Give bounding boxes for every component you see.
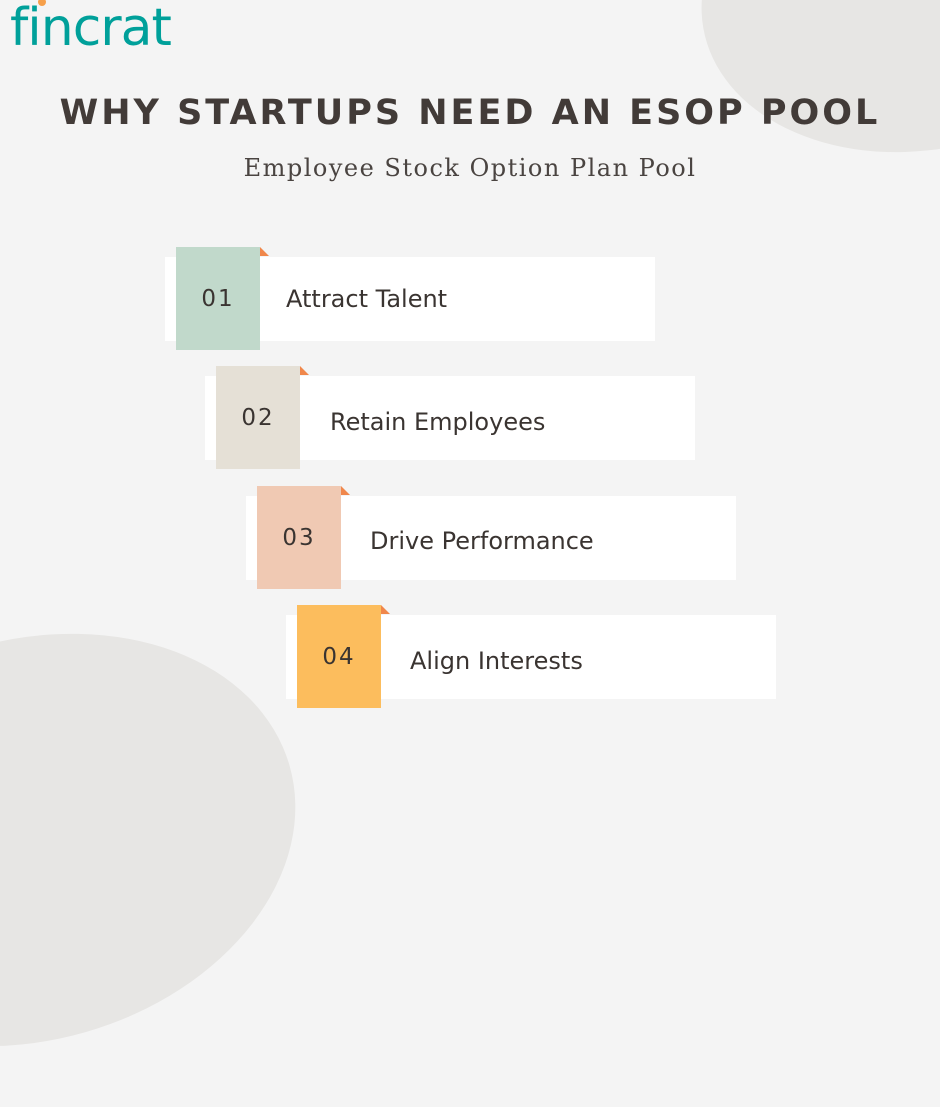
step-number-box: 04 bbox=[297, 605, 381, 708]
step-number: 04 bbox=[322, 643, 356, 670]
step-number: 01 bbox=[201, 285, 235, 312]
step-number-box: 02 bbox=[216, 366, 300, 469]
page-subtitle: Employee Stock Option Plan Pool bbox=[243, 154, 697, 182]
corner-fold-icon bbox=[260, 247, 269, 256]
step-label: Retain Employees bbox=[330, 408, 546, 436]
step-number-box: 01 bbox=[176, 247, 260, 350]
page-title: WHY STARTUPS NEED AN ESOP POOL bbox=[59, 93, 881, 133]
step-number: 03 bbox=[282, 524, 316, 551]
logo-dot-icon bbox=[38, 0, 46, 6]
corner-fold-icon bbox=[300, 366, 309, 375]
corner-fold-icon bbox=[341, 486, 350, 495]
step-number-box: 03 bbox=[257, 486, 341, 589]
logo-text: fincrat bbox=[10, 0, 172, 58]
fincrat-logo: fincrat bbox=[10, 0, 172, 54]
step-label: Align Interests bbox=[410, 647, 583, 675]
step-label: Attract Talent bbox=[286, 285, 448, 313]
corner-fold-icon bbox=[381, 605, 390, 614]
step-label: Drive Performance bbox=[370, 527, 594, 555]
step-number: 02 bbox=[241, 404, 275, 431]
